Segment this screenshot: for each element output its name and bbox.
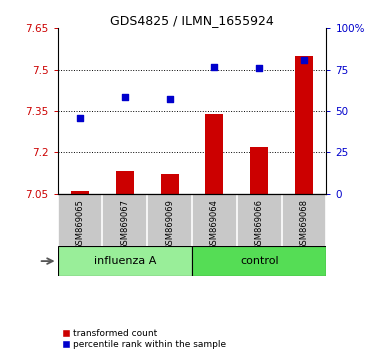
Point	[211, 64, 217, 70]
Bar	[250, 147, 268, 194]
Legend: transformed count, percentile rank within the sample: transformed count, percentile rank withi…	[62, 329, 226, 349]
Text: GSM869069: GSM869069	[165, 199, 174, 250]
Point	[77, 115, 83, 121]
Bar	[116, 171, 134, 194]
Text: GSM869065: GSM869065	[75, 199, 85, 250]
Point	[256, 65, 262, 71]
Text: infection: infection	[0, 256, 1, 266]
Text: GSM869068: GSM869068	[299, 199, 309, 250]
Bar	[192, 246, 326, 276]
Title: GDS4825 / ILMN_1655924: GDS4825 / ILMN_1655924	[110, 14, 274, 27]
Text: GSM869064: GSM869064	[210, 199, 219, 250]
Text: influenza A: influenza A	[93, 256, 156, 266]
Text: control: control	[240, 256, 279, 266]
Bar	[58, 246, 192, 276]
Bar	[206, 114, 223, 194]
Bar	[161, 174, 178, 194]
Text: GSM869067: GSM869067	[120, 199, 129, 250]
Point	[301, 57, 307, 63]
Text: GSM869066: GSM869066	[255, 199, 264, 250]
Point	[122, 94, 128, 100]
Point	[167, 96, 173, 101]
Bar	[71, 191, 89, 194]
Bar	[295, 56, 313, 194]
